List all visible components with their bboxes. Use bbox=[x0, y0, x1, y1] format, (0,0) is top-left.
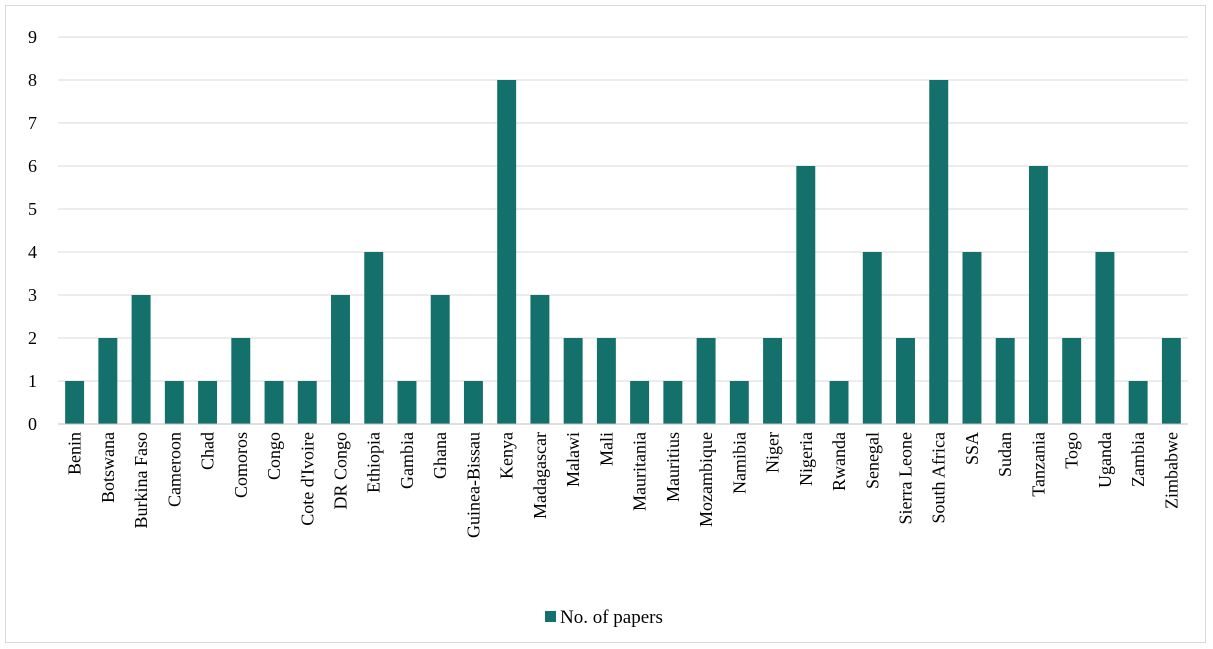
gridlines bbox=[58, 36, 1188, 382]
bar bbox=[65, 381, 85, 424]
y-tick-label: 8 bbox=[28, 70, 37, 90]
x-tick-label: South Africa bbox=[929, 432, 949, 524]
x-tick-label: Mauritania bbox=[630, 432, 650, 511]
bar bbox=[862, 252, 882, 424]
x-tick-label: Chad bbox=[198, 432, 218, 470]
bar bbox=[929, 80, 949, 424]
x-tick-label: Zimbabwe bbox=[1161, 432, 1181, 509]
bar bbox=[1161, 338, 1181, 424]
x-tick-label: DR Congo bbox=[331, 432, 351, 510]
x-tick-label: Senegal bbox=[862, 432, 882, 489]
bar bbox=[563, 338, 583, 424]
x-tick-label: Burkina Faso bbox=[131, 432, 151, 529]
bar bbox=[164, 381, 184, 424]
bar bbox=[763, 338, 783, 424]
x-tick-label: Kenya bbox=[497, 432, 517, 479]
bar bbox=[430, 295, 450, 424]
x-tick-label: Benin bbox=[65, 432, 85, 475]
x-tick-label: Comoros bbox=[231, 432, 251, 498]
x-tick-label: Ethiopia bbox=[364, 432, 384, 493]
x-tick-label: Togo bbox=[1062, 432, 1082, 469]
x-tick-label: Malawi bbox=[563, 432, 583, 487]
bar bbox=[331, 295, 350, 424]
x-tick-label: Sudan bbox=[995, 432, 1015, 477]
x-tick-label: Namibia bbox=[729, 432, 749, 494]
x-tick-label: Zambia bbox=[1128, 432, 1148, 487]
bar bbox=[231, 338, 251, 424]
legend-swatch bbox=[545, 611, 556, 622]
bar bbox=[1095, 252, 1115, 424]
x-tick-label: Botswana bbox=[98, 432, 118, 503]
x-tick-label: Cote d'Ivoire bbox=[297, 432, 317, 526]
x-tick-label: Cameroon bbox=[164, 432, 184, 507]
bar bbox=[131, 295, 151, 424]
x-tick-label: Sierra Leone bbox=[896, 432, 916, 524]
bar bbox=[829, 381, 849, 424]
bar bbox=[962, 252, 982, 424]
y-tick-label: 6 bbox=[28, 156, 37, 176]
y-tick-label: 9 bbox=[28, 27, 37, 47]
bar bbox=[530, 295, 550, 424]
y-tick-label: 7 bbox=[28, 113, 37, 133]
bar bbox=[596, 338, 616, 424]
y-tick-label: 0 bbox=[28, 414, 37, 434]
x-tick-label: Guinea-Bissau bbox=[463, 432, 483, 538]
bar bbox=[497, 80, 517, 424]
x-tick-label: Mali bbox=[596, 432, 616, 466]
bar bbox=[630, 381, 650, 424]
x-tick-label: Ghana bbox=[430, 432, 450, 479]
x-tick-label: Nigeria bbox=[796, 432, 816, 486]
x-tick-label: Uganda bbox=[1095, 432, 1115, 488]
bar bbox=[1062, 338, 1082, 424]
chart-frame bbox=[5, 5, 1206, 643]
y-tick-label: 4 bbox=[28, 242, 37, 262]
bars bbox=[65, 80, 1181, 424]
legend-label: No. of papers bbox=[560, 607, 663, 628]
x-tick-label: SSA bbox=[962, 432, 982, 465]
x-tick-label: Rwanda bbox=[829, 432, 849, 491]
bar bbox=[397, 381, 417, 424]
bar bbox=[463, 381, 483, 424]
bar bbox=[198, 381, 218, 424]
x-tick-label: Mozambique bbox=[696, 432, 716, 527]
bar bbox=[264, 381, 284, 424]
bar bbox=[729, 381, 749, 424]
bar bbox=[364, 252, 384, 424]
bar bbox=[98, 338, 118, 424]
bar bbox=[796, 166, 816, 424]
bar bbox=[297, 381, 317, 424]
bar bbox=[1028, 166, 1048, 424]
x-tick-label: Mauritius bbox=[663, 432, 683, 502]
bar bbox=[663, 381, 683, 424]
y-tick-label: 5 bbox=[28, 199, 37, 219]
bar bbox=[1128, 381, 1148, 424]
x-tick-label: Tanzania bbox=[1028, 432, 1048, 497]
y-axis: 0 1 2 3 4 5 6 7 8 9 bbox=[28, 27, 37, 434]
x-tick-label: Congo bbox=[264, 432, 284, 480]
y-tick-label: 1 bbox=[28, 371, 37, 391]
y-tick-label: 2 bbox=[28, 328, 37, 348]
legend: No. of papers bbox=[545, 607, 663, 628]
x-tick-label: Niger bbox=[763, 432, 783, 473]
x-axis: Benin Botswana Burkina Faso Cameroon Chad Com… bbox=[58, 423, 1188, 538]
x-tick-label: Madagascar bbox=[530, 432, 550, 519]
x-tick-label: Gambia bbox=[397, 432, 417, 489]
bar bbox=[995, 338, 1015, 424]
bar bbox=[696, 338, 716, 424]
bar bbox=[896, 338, 915, 424]
y-tick-label: 3 bbox=[28, 285, 37, 305]
